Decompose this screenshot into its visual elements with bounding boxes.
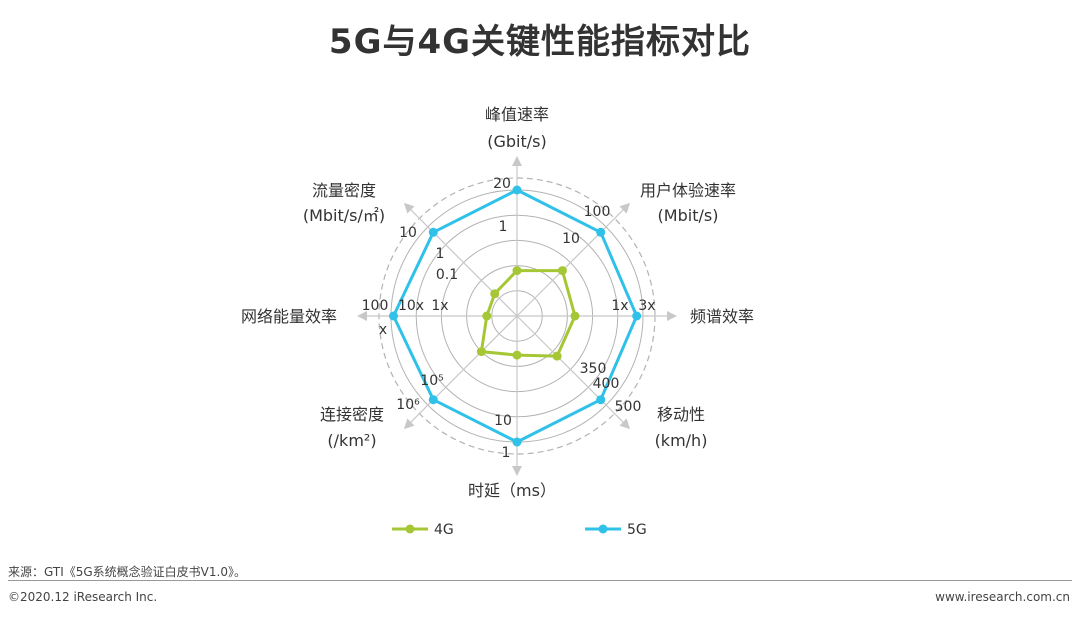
tick-label: 10 xyxy=(562,231,580,247)
tick-label: 3x xyxy=(638,298,655,314)
data-point-5G xyxy=(596,227,606,237)
axis-arrow-icon xyxy=(619,202,631,214)
axis-line xyxy=(516,315,628,427)
data-point-4G xyxy=(482,311,492,321)
tick-label: 500 xyxy=(615,399,642,415)
axis-label: 用户体验速率 xyxy=(640,181,736,200)
axis-label: 时延（ms） xyxy=(468,481,556,500)
axis-label: 移动性 xyxy=(657,405,705,424)
axis-label: 频谱效率 xyxy=(690,307,754,326)
axis-line xyxy=(406,205,518,317)
website-link[interactable]: www.iresearch.com.cn xyxy=(935,590,1070,604)
axis-label: 流量密度 xyxy=(312,181,376,200)
series-line-4G xyxy=(479,269,577,358)
tick-label: 400 xyxy=(593,376,620,392)
axis-unit: (km/h) xyxy=(655,431,708,450)
tick-label: 10⁶ xyxy=(396,397,420,413)
axis-unit: (Mbit/s) xyxy=(658,206,719,225)
data-point-4G xyxy=(552,351,562,361)
axis-unit: (Gbit/s) xyxy=(487,132,546,151)
axis-label: 峰值速率 xyxy=(485,105,549,124)
axis-arrow-icon xyxy=(619,418,631,430)
axis-arrow-icon xyxy=(357,311,367,321)
axis-arrow-icon xyxy=(403,202,415,214)
data-point-5G xyxy=(512,185,522,195)
tick-label: 100 xyxy=(584,204,611,220)
axis-line xyxy=(406,315,518,427)
tick-label: 1 xyxy=(502,445,511,461)
tick-label: 10 xyxy=(399,225,417,241)
tick-label: 10x xyxy=(398,298,424,314)
tick-label: 100 xyxy=(362,298,389,314)
data-point-4G xyxy=(490,289,500,299)
data-point-5G xyxy=(596,395,606,405)
tick-label: 10⁵ xyxy=(420,373,443,389)
tick-label: 350 xyxy=(580,361,607,377)
legend-marker-5G xyxy=(598,524,608,534)
tick-label: 1x xyxy=(611,298,628,314)
axis-line xyxy=(516,205,628,317)
axis-arrow-icon xyxy=(403,418,415,430)
tick-label: 10 xyxy=(494,413,512,429)
data-point-5G xyxy=(632,311,642,321)
data-point-4G xyxy=(512,266,522,276)
axis-unit: (Mbit/s/㎡) xyxy=(303,206,385,225)
data-point-5G xyxy=(428,395,438,405)
data-point-5G xyxy=(428,227,438,237)
tick-label: 1 xyxy=(436,246,445,262)
legend-label-5G: 5G xyxy=(627,522,647,538)
axis-label: 连接密度 xyxy=(320,405,384,424)
copyright: ©2020.12 iResearch Inc. xyxy=(8,590,158,604)
legend-marker-4G xyxy=(405,524,415,534)
source-note: 来源：GTI《5G系统概念验证白皮书V1.0》。 xyxy=(8,565,246,579)
axis-label: 网络能量效率 xyxy=(241,307,337,326)
footer-divider xyxy=(8,580,1072,581)
axis-arrow-icon xyxy=(512,466,522,476)
data-point-5G xyxy=(512,437,522,447)
tick-label: 0.1 xyxy=(436,267,458,283)
radar-axes xyxy=(357,156,677,476)
chart-title: 5G与4G关键性能指标对比 xyxy=(328,22,752,62)
axis-arrow-icon xyxy=(512,156,522,166)
data-point-4G xyxy=(557,266,567,276)
radar-series xyxy=(389,185,642,447)
axis-arrow-icon xyxy=(667,311,677,321)
data-point-4G xyxy=(476,347,486,357)
legend: 4G 5G xyxy=(392,522,647,538)
data-point-4G xyxy=(512,350,522,360)
tick-label: 1 xyxy=(499,219,508,235)
axis-unit: (/km²) xyxy=(327,431,376,450)
tick-label: 1x xyxy=(431,298,448,314)
legend-label-4G: 4G xyxy=(434,522,454,538)
tick-label: 20 xyxy=(493,176,511,192)
data-point-4G xyxy=(570,311,580,321)
tick-label: x xyxy=(379,322,387,338)
data-point-5G xyxy=(389,311,398,321)
